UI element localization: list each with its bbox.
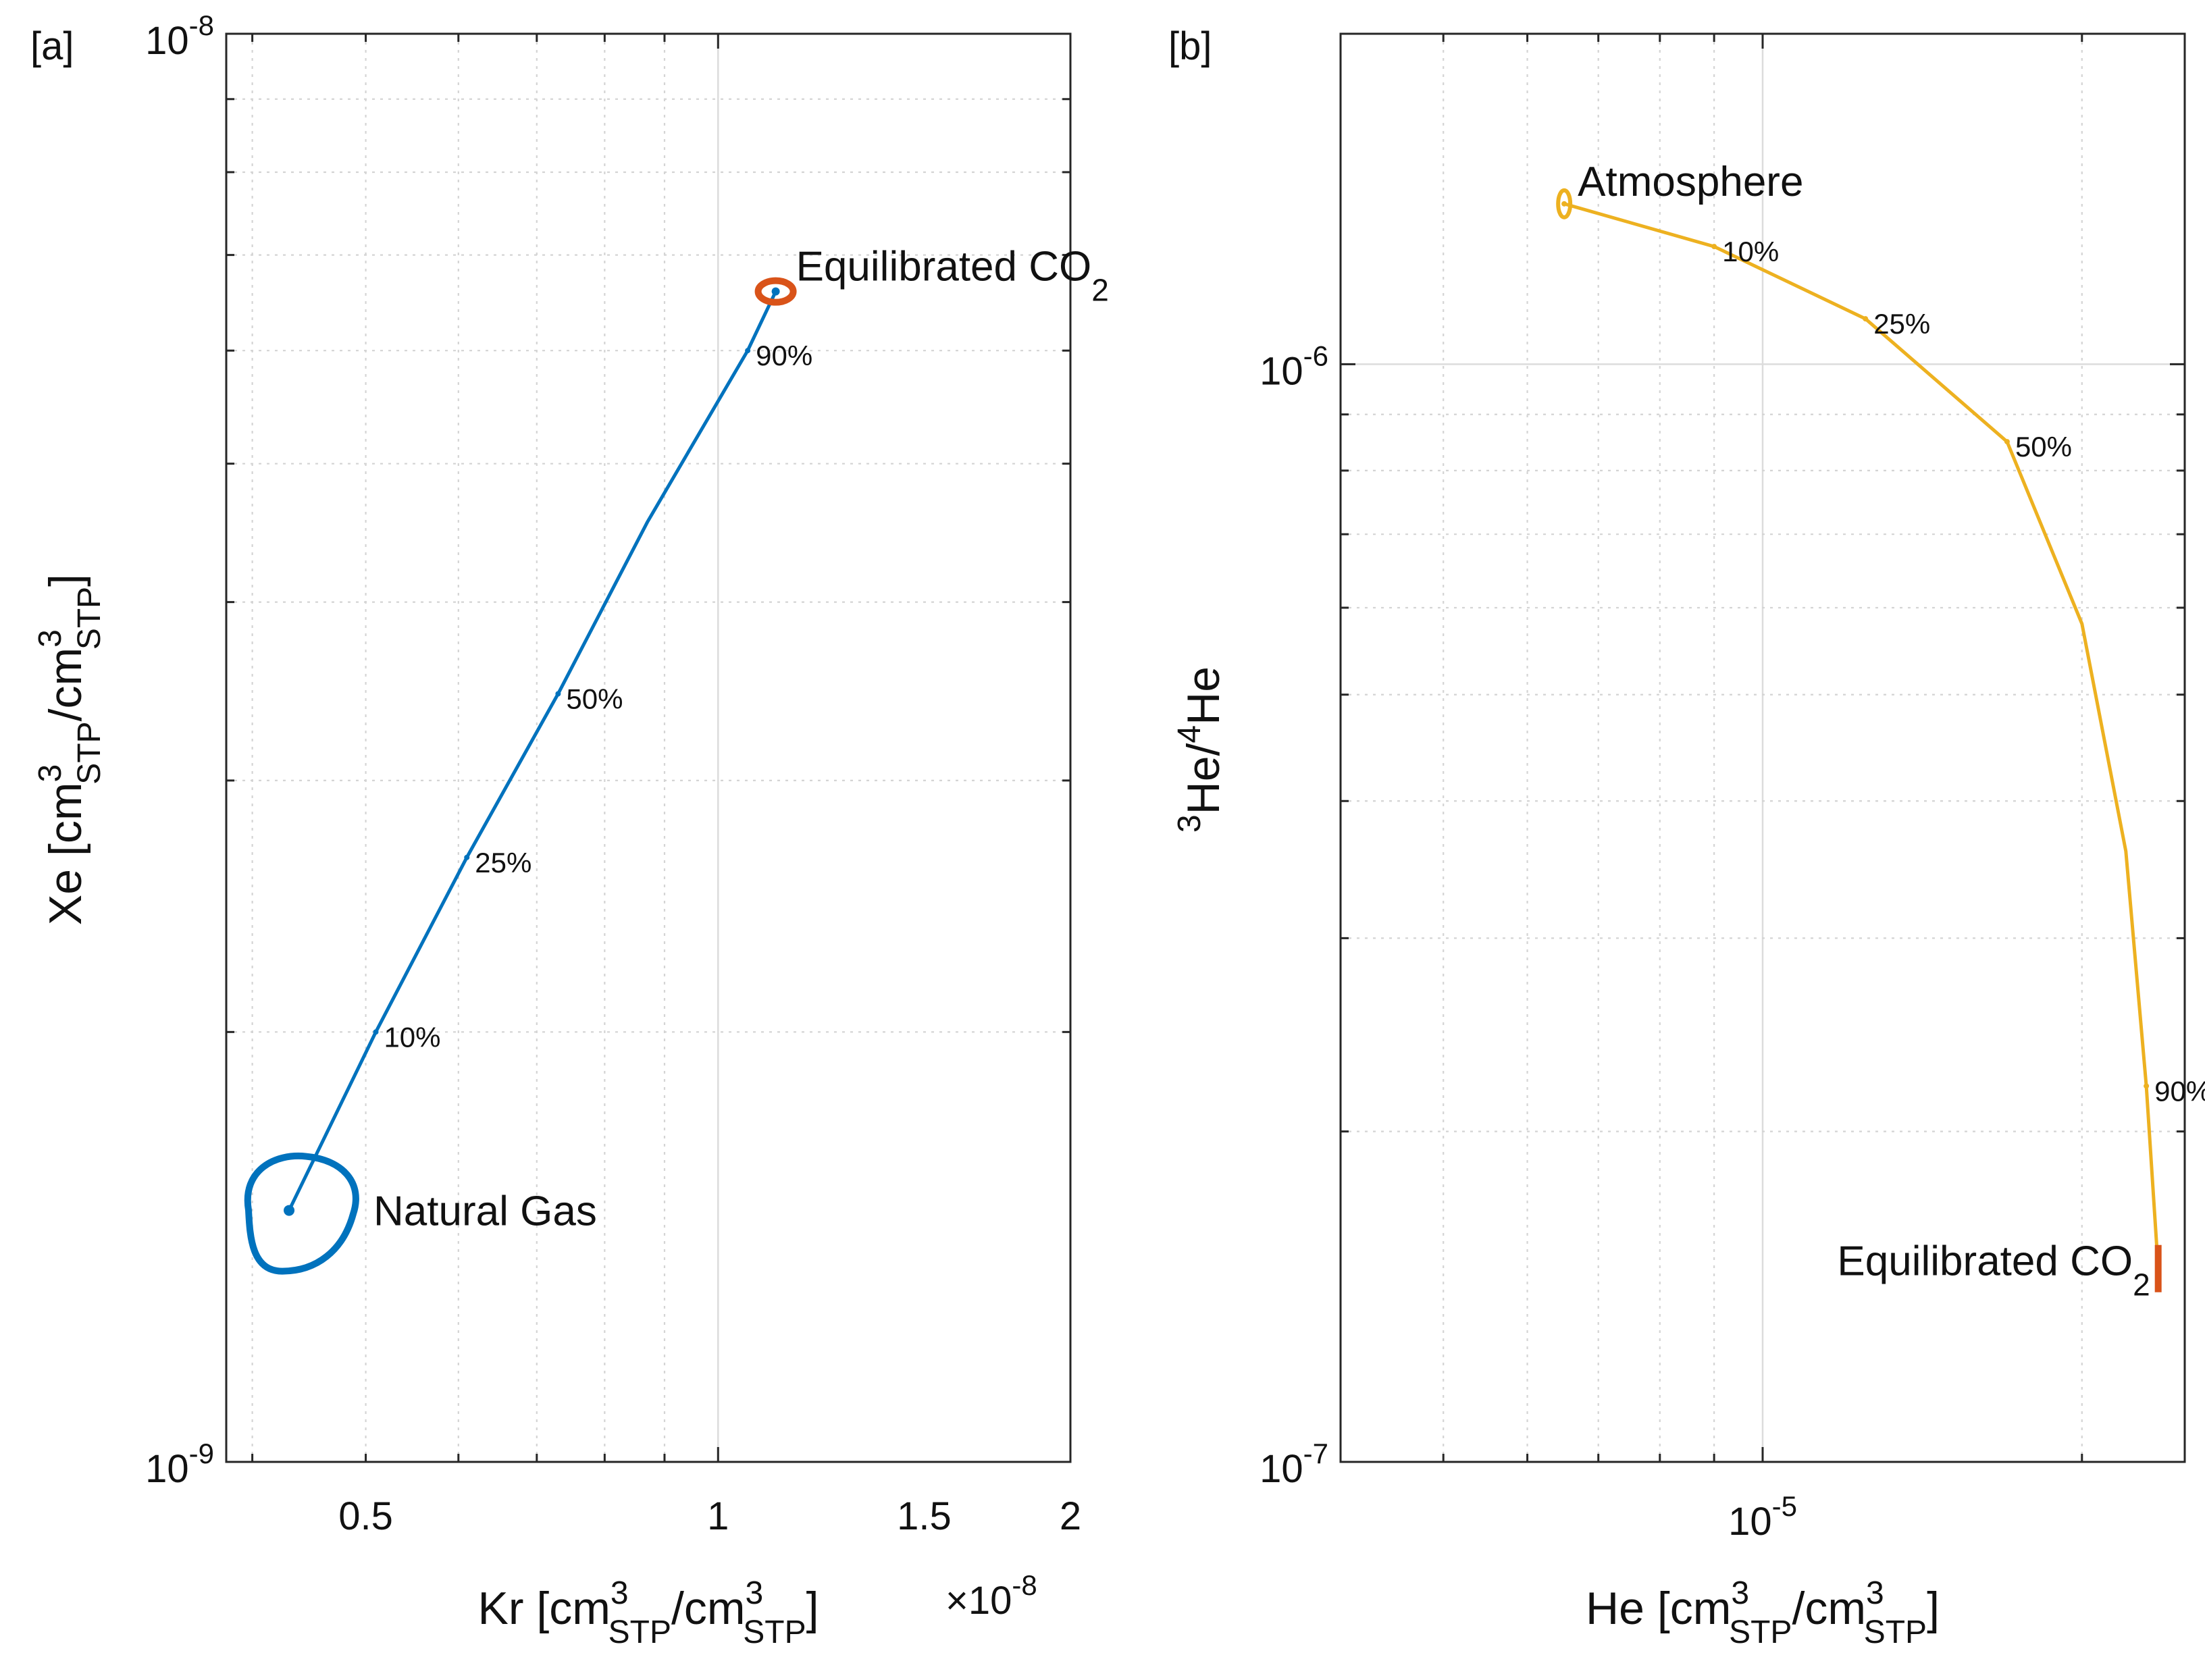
natural-gas-label: Natural Gas	[373, 1188, 597, 1235]
equilibrated-co2-point	[771, 287, 780, 296]
atmosphere-contour	[1556, 188, 1573, 219]
panel-a-data: 10% 25% 50% 90% Natural Gas Equilibrated CO2	[244, 244, 1109, 1275]
panel-b-ticks	[1339, 32, 2185, 1463]
mix-marker	[1711, 244, 1717, 250]
mixing-line	[1563, 202, 2160, 1269]
mix-percent-label: 90%	[2154, 1075, 2205, 1107]
y-tick-label: 10-8	[145, 9, 214, 63]
mix-marker	[464, 854, 470, 860]
y-tick-label: 10-9	[145, 1438, 214, 1491]
x-tick-label: 10-5	[1728, 1490, 1797, 1544]
mix-marker	[373, 1029, 379, 1035]
y-tick-label: 10-7	[1260, 1438, 1328, 1491]
mix-percent-label: 90%	[756, 340, 812, 371]
panel-b-tick-labels: 10-5 10-7 10-6	[1260, 340, 1797, 1544]
equilibrated-co2-label: Equilibrated CO2	[796, 244, 1109, 308]
mix-percent-label: 10%	[384, 1021, 440, 1053]
mix-marker	[555, 691, 561, 697]
x-tick-label: 2	[1060, 1494, 1081, 1538]
mix-marker	[2144, 1083, 2150, 1089]
mix-percent-label: 25%	[1873, 308, 1930, 340]
mix-marker	[1863, 316, 1869, 322]
equilibrated-co2-marker	[2154, 1244, 2162, 1292]
atmosphere-point	[1561, 201, 1567, 207]
natural-gas-contour	[244, 1152, 359, 1275]
x-tick-label: 1	[707, 1494, 729, 1538]
panel-b-data: 10% 25% 50% 90% Atmosphere Equilibrated CO2	[1556, 159, 2205, 1303]
panel-b-label: [b]	[1168, 24, 1212, 68]
mix-percent-label: 25%	[475, 847, 531, 878]
mix-percent-label: 10%	[1722, 236, 1779, 267]
panel-a-x-exponent: ×10-8	[945, 1569, 1037, 1623]
panel-a-ticks	[226, 32, 1072, 1463]
panel-b-x-axis-label: He [cm3 STP/cm3 STP]	[1586, 1575, 1940, 1650]
mix-percent-label: 50%	[2015, 431, 2072, 463]
natural-gas-point	[284, 1205, 295, 1216]
panel-a-tick-labels: 0.5 1 1.5 2 10-9 10-8	[145, 9, 1081, 1538]
equilibrated-co2-contour	[754, 277, 797, 306]
mix-marker	[745, 348, 751, 354]
equilibrated-co2-label: Equilibrated CO2	[1837, 1238, 2150, 1303]
x-tick-label: 0.5	[338, 1494, 393, 1538]
mix-marker	[2004, 439, 2010, 445]
mix-percent-label: 50%	[566, 683, 623, 715]
panel-a: 0.5 1 1.5 2 10-9 10-8 10% 25% 50% 90% Natural Gas…	[30, 9, 1109, 1650]
mixing-line	[287, 290, 777, 1211]
x-tick-label: 1.5	[897, 1494, 952, 1538]
panel-a-label: [a]	[30, 24, 74, 68]
y-tick-label: 10-6	[1260, 340, 1328, 393]
panel-a-x-axis-label: Kr [cm3 STP/cm3 STP]	[477, 1575, 819, 1650]
panel-b-y-axis-label: 3He/4He	[1172, 666, 1229, 833]
panel-a-axes-box	[225, 32, 1072, 1463]
panel-b: 10-5 10-7 10-6 10% 25% 50% 90% Atmosphere Equil…	[1168, 24, 2205, 1650]
panel-a-y-axis-label: Xe [cm3 STP/cm3 STP]	[32, 574, 107, 925]
atmosphere-label: Atmosphere	[1578, 159, 1803, 205]
